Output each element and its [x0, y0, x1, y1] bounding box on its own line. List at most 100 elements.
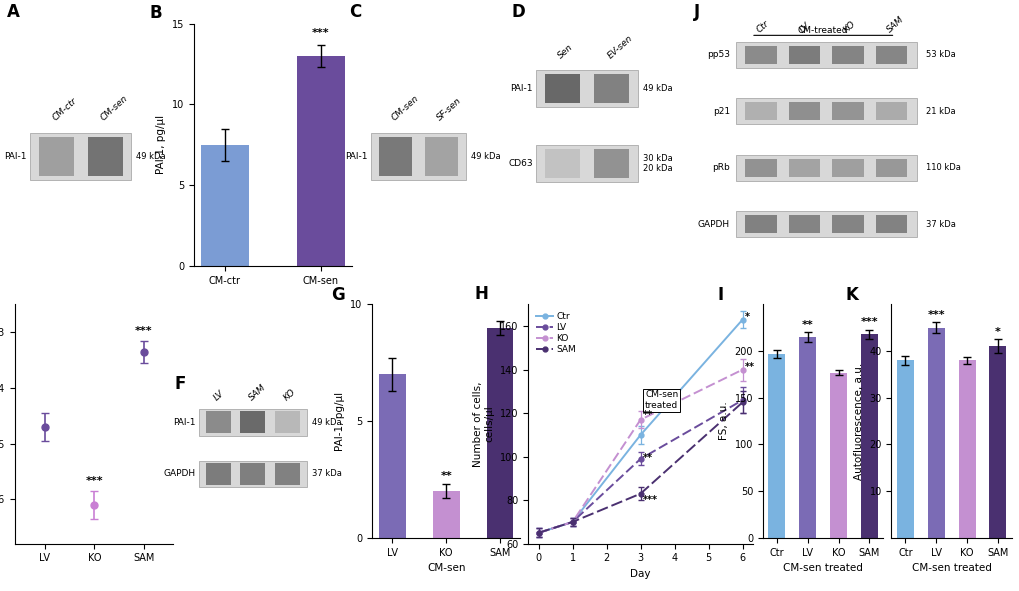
Polygon shape — [206, 411, 230, 433]
Text: ***: *** — [860, 317, 877, 327]
X-axis label: CM-sen treated: CM-sen treated — [911, 563, 990, 573]
Text: **: ** — [745, 362, 754, 372]
SAM — [634, 490, 646, 497]
Polygon shape — [788, 215, 819, 233]
SAM — [532, 530, 544, 537]
Text: CM-ctr: CM-ctr — [51, 96, 78, 122]
Text: PAI-1: PAI-1 — [345, 152, 368, 161]
Bar — [297, 56, 344, 266]
Text: ***: *** — [312, 28, 329, 38]
Text: PAI-1: PAI-1 — [510, 84, 532, 93]
Text: GAPDH: GAPDH — [163, 469, 196, 478]
Polygon shape — [736, 155, 916, 181]
Text: CM-sen: CM-sen — [389, 93, 420, 122]
LV — [532, 530, 544, 537]
Polygon shape — [240, 463, 265, 485]
Polygon shape — [199, 460, 307, 487]
Polygon shape — [832, 215, 863, 233]
Ctr — [736, 316, 748, 323]
Text: 110 kDa: 110 kDa — [924, 163, 960, 172]
LV — [736, 397, 748, 404]
X-axis label: CM-sen: CM-sen — [427, 563, 465, 573]
Text: J: J — [693, 3, 699, 21]
Text: PAI-1: PAI-1 — [4, 152, 28, 161]
Text: p21: p21 — [712, 107, 730, 116]
Text: K: K — [845, 285, 858, 304]
Text: GAPDH: GAPDH — [697, 220, 730, 229]
Polygon shape — [240, 411, 265, 433]
Line: Ctr: Ctr — [536, 317, 744, 535]
Line: SAM: SAM — [536, 400, 744, 535]
Polygon shape — [875, 215, 907, 233]
Bar — [860, 335, 877, 538]
X-axis label: CM-sen treated: CM-sen treated — [783, 563, 862, 573]
Bar — [201, 145, 249, 266]
Polygon shape — [832, 158, 863, 177]
Text: PAI-1: PAI-1 — [173, 418, 196, 427]
Text: 49 kDa: 49 kDa — [312, 418, 341, 427]
Ctr — [566, 518, 578, 525]
Text: 21 kDa: 21 kDa — [924, 107, 954, 116]
Polygon shape — [88, 137, 123, 176]
KO — [532, 530, 544, 537]
Text: ***: *** — [86, 476, 103, 486]
Text: H: H — [474, 285, 488, 303]
Polygon shape — [199, 409, 307, 436]
Y-axis label: FS, a.u.: FS, a.u. — [718, 402, 729, 440]
Text: KO: KO — [281, 387, 297, 402]
Text: 53 kDa: 53 kDa — [924, 50, 955, 59]
SAM — [736, 399, 748, 406]
Polygon shape — [536, 145, 638, 182]
Polygon shape — [788, 102, 819, 121]
Bar — [829, 372, 846, 538]
Polygon shape — [544, 150, 580, 178]
Polygon shape — [736, 98, 916, 124]
Bar — [486, 327, 513, 538]
Text: 49 kDa: 49 kDa — [137, 152, 166, 161]
Y-axis label: Number of cells,
cells/μl: Number of cells, cells/μl — [473, 381, 494, 467]
X-axis label: Day: Day — [630, 569, 650, 579]
Polygon shape — [736, 211, 916, 237]
Polygon shape — [744, 215, 775, 233]
Text: CD63: CD63 — [507, 159, 532, 168]
Text: 37 kDa: 37 kDa — [312, 469, 341, 478]
Polygon shape — [536, 70, 638, 107]
Polygon shape — [788, 158, 819, 177]
Bar — [988, 346, 1006, 538]
Polygon shape — [736, 42, 916, 68]
Text: **: ** — [643, 453, 652, 463]
Polygon shape — [875, 46, 907, 64]
Text: LV: LV — [212, 388, 226, 402]
Text: *: * — [994, 327, 1000, 337]
Text: B: B — [150, 4, 162, 22]
KO — [736, 366, 748, 373]
Polygon shape — [425, 137, 458, 176]
Text: G: G — [330, 285, 344, 304]
Polygon shape — [788, 46, 819, 64]
Text: 49 kDa: 49 kDa — [643, 84, 673, 93]
Text: KO: KO — [842, 19, 857, 34]
KO — [634, 416, 646, 423]
Text: LV: LV — [798, 20, 811, 34]
Polygon shape — [31, 133, 131, 180]
Line: LV: LV — [536, 398, 744, 535]
Y-axis label: Autofluorescence, a.u.: Autofluorescence, a.u. — [853, 362, 863, 480]
Text: **: ** — [440, 470, 451, 480]
Bar — [379, 375, 406, 538]
Text: CM-sen
treated: CM-sen treated — [644, 391, 678, 410]
Text: SAM: SAM — [884, 14, 906, 34]
Text: ***: *** — [926, 310, 945, 320]
Polygon shape — [744, 46, 775, 64]
LV — [634, 455, 646, 462]
Y-axis label: PAI-1, pg/μl: PAI-1, pg/μl — [156, 115, 166, 174]
Text: **: ** — [801, 320, 813, 330]
Polygon shape — [371, 133, 466, 180]
Ctr — [532, 530, 544, 537]
Text: Ctr: Ctr — [754, 18, 770, 34]
Text: I: I — [716, 285, 722, 304]
KO — [566, 518, 578, 525]
Text: SF-sen: SF-sen — [435, 96, 464, 122]
Text: D: D — [511, 3, 525, 21]
Polygon shape — [744, 158, 775, 177]
Text: CM-treated: CM-treated — [797, 26, 848, 35]
